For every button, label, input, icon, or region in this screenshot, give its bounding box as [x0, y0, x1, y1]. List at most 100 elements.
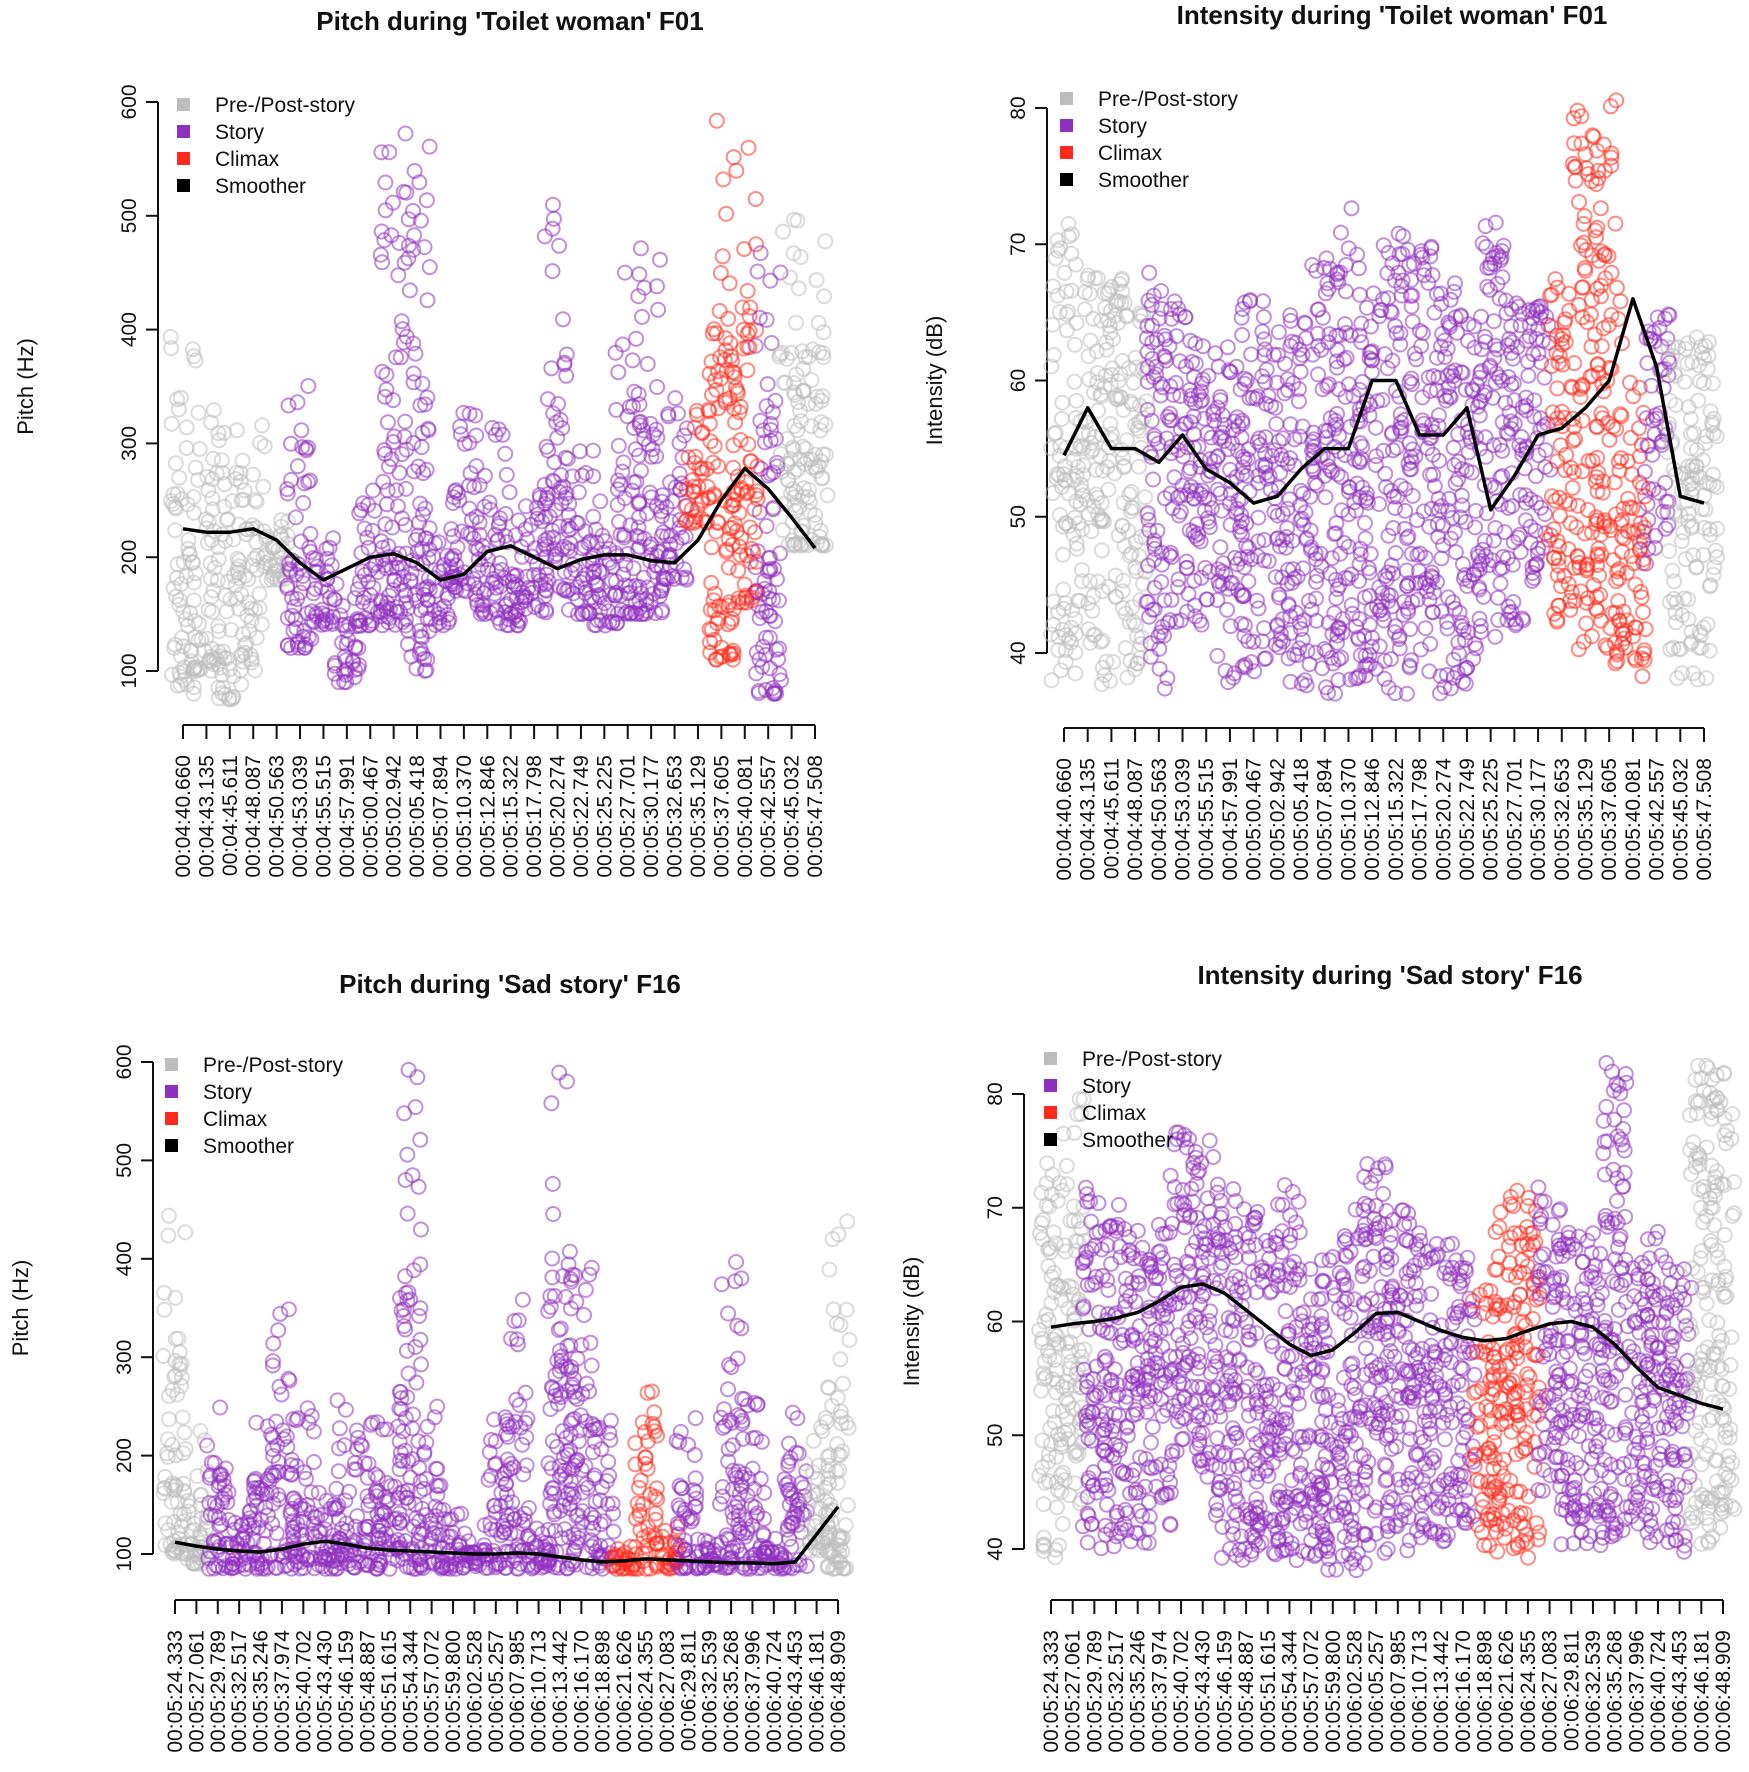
- data-point-story: [1505, 534, 1522, 551]
- data-point-story: [639, 579, 656, 596]
- data-point-story: [1500, 499, 1517, 516]
- data-point-story: [1308, 551, 1324, 568]
- data-point-story: [1209, 449, 1226, 466]
- data-point-pre: [1093, 312, 1110, 329]
- data-point-story: [1240, 539, 1257, 556]
- x-tick-label: 00:05:35.129: [687, 755, 710, 878]
- data-point-story: [1343, 597, 1360, 613]
- data-point-story: [429, 1486, 446, 1503]
- data-point-story: [408, 1374, 425, 1391]
- data-point-story: [217, 1486, 233, 1503]
- data-point-story: [1282, 608, 1299, 625]
- data-point-story: [1424, 267, 1441, 284]
- data-point-pre: [1073, 573, 1090, 590]
- data-point-story: [537, 532, 554, 549]
- data-point-story: [1530, 298, 1547, 315]
- data-point-pre: [1666, 573, 1683, 590]
- data-point-story: [1453, 364, 1470, 381]
- data-point-story: [1332, 545, 1349, 562]
- data-point-climax: [706, 631, 723, 648]
- data-point-story: [397, 125, 414, 142]
- data-point-story: [539, 391, 556, 408]
- data-point-story: [1517, 512, 1534, 529]
- data-point-story: [1156, 490, 1173, 507]
- data-point-pre: [233, 492, 250, 509]
- legend-label: Smoother: [215, 175, 306, 198]
- data-point-pre: [1695, 619, 1712, 636]
- data-point-climax: [1582, 368, 1599, 385]
- data-point-pre: [1047, 424, 1064, 441]
- data-point-story: [396, 1105, 413, 1122]
- data-point-story: [415, 1560, 432, 1576]
- data-point-story: [1522, 534, 1539, 551]
- x-tick-label: 00:04:40.660: [172, 755, 195, 878]
- data-point-pre: [1669, 670, 1686, 687]
- data-point-story: [429, 1398, 446, 1415]
- data-point-pre: [1129, 655, 1146, 672]
- data-point-story: [1268, 416, 1285, 432]
- data-point-climax: [1584, 127, 1601, 144]
- data-point-story: [1393, 287, 1410, 304]
- x-tick-label: 00:04:50.563: [266, 755, 289, 878]
- data-point-story: [1234, 327, 1251, 343]
- data-point-story: [482, 501, 499, 518]
- y-axis-label: Pitch (Hz): [8, 1260, 33, 1357]
- data-point-climax: [1607, 215, 1624, 232]
- data-point-story: [1256, 331, 1273, 348]
- data-point-story: [1528, 494, 1545, 511]
- data-point-story: [1286, 457, 1303, 474]
- data-point-pre: [1695, 375, 1712, 392]
- data-point-climax: [1549, 380, 1566, 397]
- data-point-story: [411, 622, 428, 639]
- data-point-climax: [1564, 379, 1581, 396]
- data-point-story: [452, 418, 469, 435]
- data-point-story: [1153, 300, 1170, 317]
- data-point-pre: [192, 1487, 209, 1504]
- legend-swatch: [177, 152, 190, 165]
- data-point-story: [1246, 663, 1263, 680]
- data-point-story: [405, 335, 422, 352]
- data-point-climax: [1560, 576, 1577, 592]
- data-point-story: [391, 1485, 408, 1502]
- data-point-pre: [204, 490, 221, 507]
- data-point-story: [1524, 572, 1541, 589]
- data-point-climax: [1565, 464, 1582, 481]
- data-point-story: [373, 144, 390, 161]
- data-point-story: [1333, 649, 1350, 666]
- data-point-story: [1430, 407, 1447, 424]
- data-point-story: [1236, 451, 1253, 468]
- data-point-pre: [218, 603, 235, 620]
- data-point-story: [614, 463, 631, 480]
- data-point-story: [1526, 408, 1543, 425]
- data-point-story: [391, 1400, 408, 1417]
- data-point-story: [1316, 259, 1332, 276]
- data-point-climax: [1628, 619, 1645, 636]
- data-point-story: [1640, 511, 1657, 528]
- data-point-pre: [241, 623, 258, 639]
- data-point-climax: [1547, 492, 1564, 509]
- data-point-pre: [1067, 256, 1084, 273]
- data-point-story: [1308, 573, 1324, 590]
- data-point-story: [1172, 353, 1188, 370]
- data-point-pre: [175, 603, 192, 620]
- data-point-story: [350, 1554, 367, 1571]
- data-point-story: [517, 521, 534, 538]
- data-point-pre: [175, 1445, 192, 1462]
- data-point-story: [1431, 452, 1448, 469]
- data-point-story: [645, 426, 662, 443]
- data-point-story: [1234, 466, 1251, 483]
- data-point-story: [443, 549, 460, 566]
- data-point-story: [544, 263, 561, 280]
- data-point-story: [751, 309, 768, 326]
- data-point-story: [1144, 601, 1161, 618]
- data-point-story: [1139, 401, 1156, 418]
- data-point-pre: [789, 212, 806, 229]
- data-point-story: [770, 592, 787, 609]
- data-point-story: [1178, 553, 1195, 570]
- data-point-pre: [1093, 542, 1110, 559]
- data-point-story: [1388, 325, 1405, 342]
- data-point-story: [560, 581, 577, 598]
- data-point-pre: [1043, 626, 1059, 643]
- data-point-story: [1329, 466, 1346, 483]
- data-point-story: [1296, 314, 1313, 331]
